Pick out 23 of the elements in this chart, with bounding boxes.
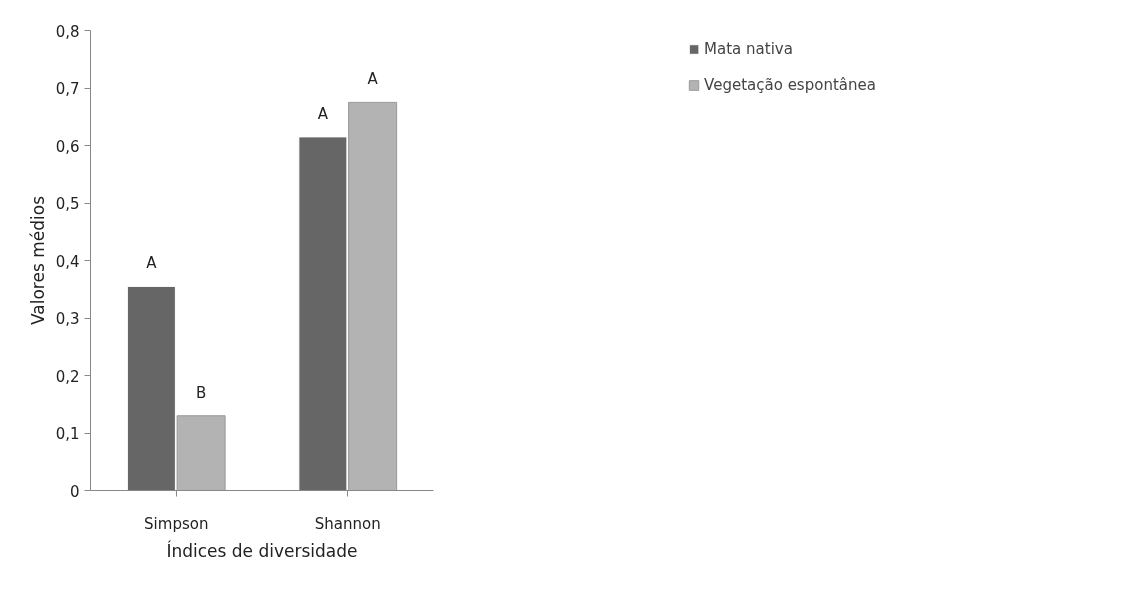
- annotation: A: [146, 254, 158, 273]
- x-tick-label: Shannon: [314, 514, 381, 533]
- y-tick-label: 0,1: [55, 425, 80, 443]
- x-tick-label: Simpson: [144, 514, 209, 533]
- legend-label: Vegetação espontânea: [704, 76, 876, 94]
- y-tick-label: 0,3: [55, 310, 80, 328]
- annotation: B: [195, 383, 207, 402]
- bar: [348, 101, 398, 491]
- y-axis-title: Valores médios: [27, 195, 48, 325]
- annotation: A: [367, 70, 379, 89]
- y-tick-label: 0,8: [55, 22, 80, 41]
- x-axis-title: Índices de diversidade: [166, 539, 358, 561]
- y-tick-label: 0,5: [55, 195, 80, 213]
- legend-label: Mata nativa: [704, 40, 794, 58]
- bar: [298, 136, 348, 491]
- bar: [176, 415, 226, 491]
- y-tick-label: 0,6: [55, 137, 80, 156]
- y-tick-label: 0: [69, 482, 80, 501]
- annotation: A: [317, 104, 329, 123]
- bar: [126, 285, 176, 491]
- y-tick-label: 0,2: [55, 367, 80, 386]
- y-tick-label: 0,4: [55, 252, 80, 271]
- y-tick-label: 0,7: [55, 80, 80, 98]
